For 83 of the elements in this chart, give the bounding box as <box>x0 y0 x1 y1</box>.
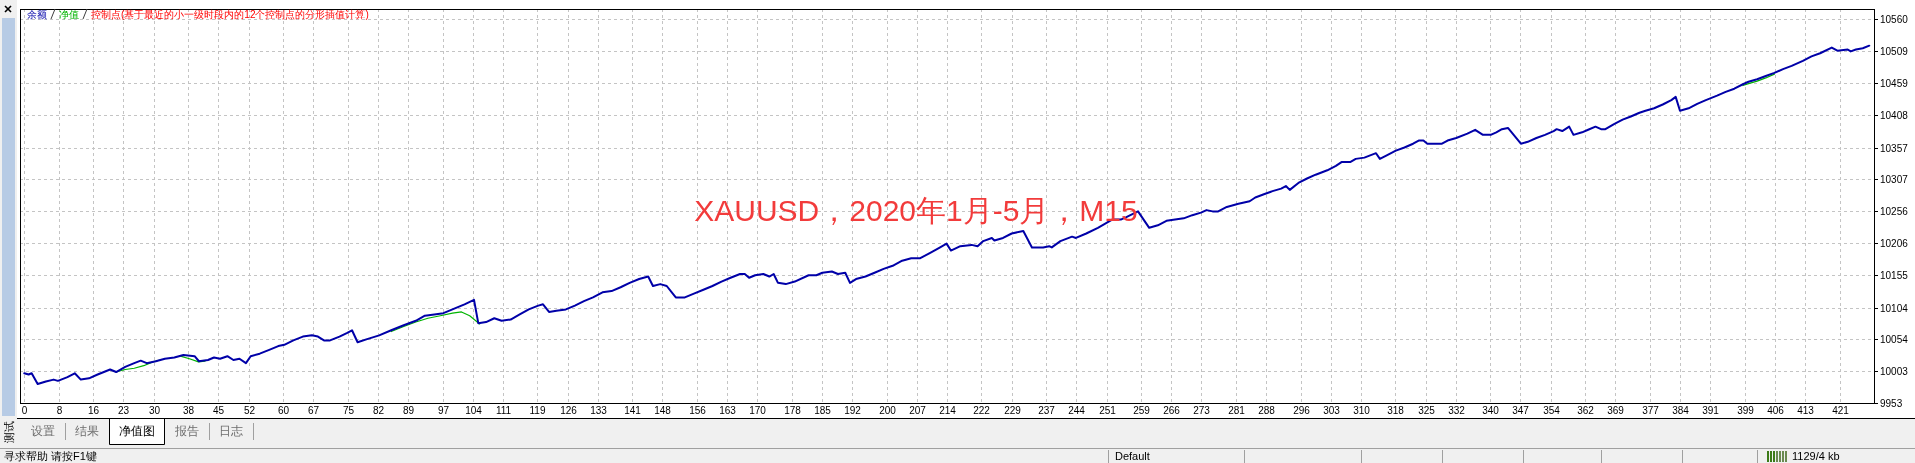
x-tick-label: 377 <box>1642 405 1659 416</box>
x-tick-label: 89 <box>402 405 415 416</box>
x-tick-label: 75 <box>342 405 355 416</box>
x-tick-label: 126 <box>560 405 577 416</box>
x-tick-label: 156 <box>689 405 706 416</box>
tab-label: 净值图 <box>119 424 155 438</box>
x-tick-label: 178 <box>784 405 801 416</box>
y-tick-label: 10155 <box>1880 270 1908 281</box>
x-tick-label: 8 <box>56 405 63 416</box>
x-tick-label: 229 <box>1004 405 1021 416</box>
x-tick-label: 237 <box>1038 405 1055 416</box>
x-tick-label: 251 <box>1099 405 1116 416</box>
x-tick-label: 347 <box>1512 405 1529 416</box>
x-tick-label: 104 <box>465 405 482 416</box>
x-tick-label: 406 <box>1767 405 1784 416</box>
x-tick-label: 82 <box>372 405 385 416</box>
x-tick-label: 170 <box>749 405 766 416</box>
x-tick-label: 332 <box>1448 405 1465 416</box>
x-tick-label: 214 <box>939 405 956 416</box>
y-tick-label: 10509 <box>1880 46 1908 57</box>
status-text: 1129/4 kb <box>1792 450 1840 462</box>
x-tick-label: 273 <box>1193 405 1210 416</box>
y-tick-label: 10357 <box>1880 143 1908 154</box>
title: XAUUSD，2020年1月-5月，M15 <box>694 194 1138 227</box>
x-tick-label: 52 <box>243 405 256 416</box>
y-tick-label: 9953 <box>1880 398 1903 409</box>
y-tick-label: 10003 <box>1880 366 1908 377</box>
x-tick-label: 207 <box>909 405 926 416</box>
x-tick-label: 318 <box>1387 405 1404 416</box>
x-tick-label: 303 <box>1323 405 1340 416</box>
y-tick-label: 10054 <box>1880 334 1908 345</box>
x-tick-label: 119 <box>529 405 546 416</box>
x-tick-label: 399 <box>1737 405 1754 416</box>
status-text: Default <box>1115 450 1150 462</box>
x-tick-label: 244 <box>1068 405 1085 416</box>
tab-label: 报告 <box>175 424 199 438</box>
annotation: 控制点(基于最近的小一级时段内的12个控制点的分形插值计算) <box>91 9 369 20</box>
tab-label: 日志 <box>219 424 243 438</box>
y-tick-label: 10104 <box>1880 303 1908 314</box>
x-tick-label: 288 <box>1258 405 1275 416</box>
x-tick-label: 111 <box>495 405 512 416</box>
x-tick-label: 30 <box>148 405 161 416</box>
x-tick-label: 200 <box>879 405 896 416</box>
panel-label: 测试 <box>2 421 15 443</box>
x-tick-label: 296 <box>1293 405 1310 416</box>
x-tick-label: 391 <box>1702 405 1719 416</box>
y-tick-label: 10408 <box>1880 110 1908 121</box>
x-tick-label: 354 <box>1543 405 1560 416</box>
tab-label: 设置 <box>31 424 55 438</box>
x-tick-label: 163 <box>719 405 736 416</box>
x-tick-label: 259 <box>1133 405 1150 416</box>
y-tick-label: 10307 <box>1880 174 1908 185</box>
x-tick-label: 148 <box>654 405 671 416</box>
x-tick-label: 23 <box>117 405 130 416</box>
x-tick-label: 133 <box>590 405 607 416</box>
x-tick-label: 362 <box>1577 405 1594 416</box>
status-text: 寻求帮助 请按F1键 <box>4 450 97 462</box>
x-tick-label: 369 <box>1607 405 1624 416</box>
x-tick-label: 45 <box>212 405 225 416</box>
x-tick-label: 281 <box>1228 405 1245 416</box>
x-tick-label: 266 <box>1163 405 1180 416</box>
x-tick-label: 340 <box>1482 405 1499 416</box>
x-tick-label: 16 <box>87 405 100 416</box>
x-tick-label: 192 <box>844 405 861 416</box>
y-tick-label: 10256 <box>1880 206 1908 217</box>
x-tick-label: 0 <box>21 405 28 416</box>
x-tick-label: 97 <box>437 405 450 416</box>
x-tick-label: 384 <box>1672 405 1689 416</box>
x-tick-label: 141 <box>624 405 641 416</box>
x-tick-label: 60 <box>277 405 290 416</box>
x-tick-label: 325 <box>1418 405 1435 416</box>
x-tick-label: 222 <box>973 405 990 416</box>
x-tick-label: 421 <box>1832 405 1849 416</box>
x-tick-label: 38 <box>182 405 195 416</box>
y-tick-label: 10459 <box>1880 78 1908 89</box>
legend-item: 余额 <box>27 9 47 20</box>
y-tick-label: 10560 <box>1880 14 1908 25</box>
x-tick-label: 67 <box>307 405 320 416</box>
x-tick-label: 310 <box>1353 405 1370 416</box>
y-tick-label: 10206 <box>1880 238 1908 249</box>
x-tick-label: 185 <box>814 405 831 416</box>
tab-label: 结果 <box>75 424 99 438</box>
x-tick-label: 413 <box>1797 405 1814 416</box>
